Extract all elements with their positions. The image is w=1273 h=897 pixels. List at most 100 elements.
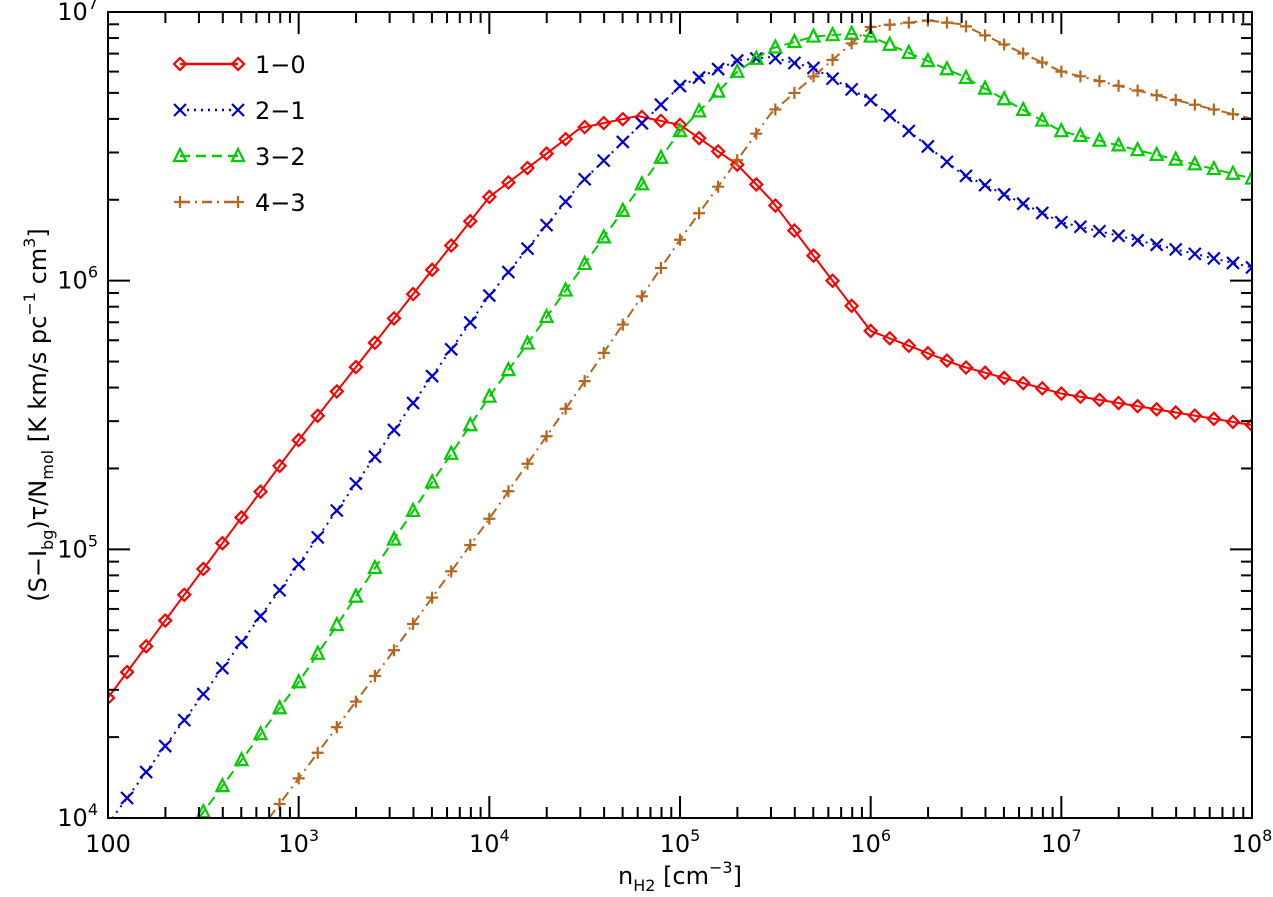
y-axis-title: (S−Ibg)τ/Nmol [K km/s pc−1 cm3] bbox=[20, 228, 57, 601]
data-point bbox=[844, 298, 860, 314]
data-point bbox=[939, 353, 955, 369]
data-point bbox=[311, 746, 324, 759]
x-axis-title: nH2 [cm−3] bbox=[618, 858, 742, 895]
data-point bbox=[1207, 251, 1221, 266]
data-point bbox=[424, 262, 440, 278]
x-tick-label: 104 bbox=[469, 826, 510, 858]
data-point bbox=[1226, 256, 1240, 270]
legend-label: 4−3 bbox=[255, 189, 306, 217]
data-point bbox=[1169, 93, 1182, 106]
data-point bbox=[862, 27, 879, 43]
legend-label: 3−2 bbox=[255, 143, 306, 171]
data-point bbox=[1244, 169, 1252, 185]
data-point bbox=[119, 664, 135, 680]
data-point bbox=[863, 323, 879, 339]
data-point bbox=[214, 776, 231, 793]
data-point bbox=[309, 644, 326, 660]
data-point bbox=[252, 484, 269, 500]
series-layer bbox=[108, 14, 1252, 818]
data-point bbox=[310, 530, 325, 545]
data-point bbox=[596, 115, 612, 131]
data-point bbox=[674, 233, 686, 246]
data-point bbox=[805, 27, 822, 43]
data-point bbox=[825, 71, 840, 86]
x-tick-label: 105 bbox=[660, 826, 701, 858]
data-point bbox=[805, 248, 822, 264]
data-point bbox=[959, 169, 973, 183]
data-point bbox=[902, 124, 916, 138]
data-point bbox=[1111, 229, 1126, 243]
data-point bbox=[214, 535, 230, 551]
data-point bbox=[920, 51, 936, 68]
data-point bbox=[767, 38, 784, 54]
data-point bbox=[1187, 154, 1203, 171]
x-tick-label: 107 bbox=[1041, 826, 1082, 858]
data-point bbox=[996, 370, 1012, 386]
legend-item: 2−1 bbox=[173, 97, 306, 125]
data-point bbox=[710, 143, 726, 159]
data-point bbox=[139, 765, 153, 779]
data-point bbox=[1206, 159, 1222, 176]
data-point bbox=[557, 281, 574, 297]
data-point bbox=[157, 612, 173, 629]
data-point bbox=[176, 587, 192, 603]
data-point bbox=[998, 38, 1011, 51]
data-point bbox=[386, 530, 402, 546]
series-4 bbox=[268, 14, 1252, 818]
data-point bbox=[538, 146, 555, 162]
data-point bbox=[1245, 260, 1252, 275]
data-point bbox=[502, 485, 515, 498]
data-point bbox=[653, 148, 669, 164]
data-point bbox=[196, 687, 211, 701]
data-point bbox=[693, 207, 706, 220]
data-point bbox=[1168, 404, 1184, 421]
data-point bbox=[444, 342, 458, 357]
data-point bbox=[940, 16, 953, 29]
data-point bbox=[538, 307, 555, 324]
data-point bbox=[1055, 65, 1068, 78]
data-point bbox=[767, 197, 783, 214]
data-point bbox=[521, 457, 534, 470]
data-point bbox=[786, 32, 803, 49]
data-point bbox=[1092, 224, 1107, 239]
data-point bbox=[424, 472, 440, 489]
data-point bbox=[844, 82, 859, 97]
data-point bbox=[215, 661, 230, 675]
data-point bbox=[1015, 375, 1031, 391]
data-point bbox=[616, 135, 630, 149]
data-point bbox=[958, 68, 974, 85]
legend-marker bbox=[174, 196, 186, 208]
series-line bbox=[198, 32, 1252, 818]
data-point bbox=[901, 43, 917, 60]
data-point bbox=[1053, 121, 1070, 138]
data-point bbox=[578, 375, 591, 388]
data-point bbox=[291, 432, 307, 448]
data-point bbox=[1187, 408, 1203, 424]
legend-item: 3−2 bbox=[172, 143, 306, 171]
data-point bbox=[730, 53, 744, 68]
data-point bbox=[691, 130, 707, 146]
data-point bbox=[464, 539, 477, 552]
data-point bbox=[731, 154, 744, 167]
data-point bbox=[348, 359, 364, 375]
data-point bbox=[120, 791, 134, 805]
data-point bbox=[558, 131, 574, 147]
data-point bbox=[425, 369, 439, 383]
data-point bbox=[1053, 386, 1069, 402]
data-point bbox=[1034, 111, 1051, 127]
data-point bbox=[463, 315, 478, 330]
data-point bbox=[1054, 215, 1069, 230]
data-point bbox=[1112, 79, 1125, 92]
data-point bbox=[729, 62, 745, 78]
data-point bbox=[329, 383, 345, 399]
data-point bbox=[996, 89, 1012, 106]
data-point bbox=[615, 111, 631, 127]
data-point bbox=[481, 387, 498, 403]
data-point bbox=[712, 180, 725, 193]
data-point bbox=[1168, 242, 1183, 257]
legend-marker bbox=[230, 56, 246, 72]
data-point bbox=[616, 318, 629, 331]
data-point bbox=[1148, 145, 1165, 161]
x-tick-label: 106 bbox=[850, 826, 891, 858]
